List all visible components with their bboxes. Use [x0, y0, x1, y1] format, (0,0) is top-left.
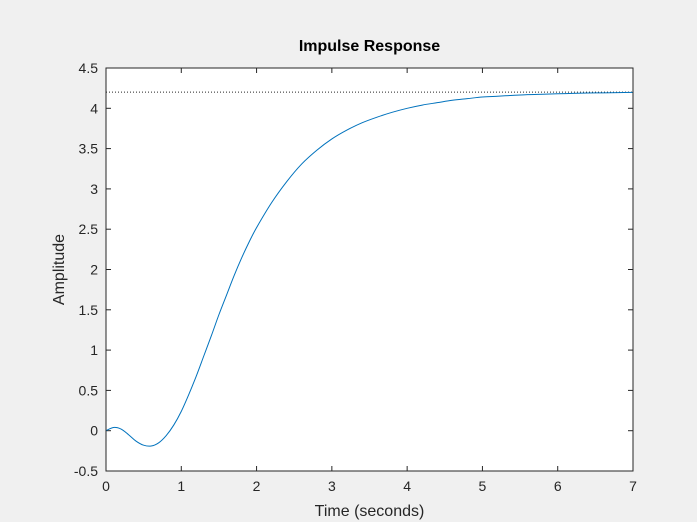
y-tick-label: 0.5 [79, 382, 99, 398]
x-tick-label: 5 [479, 478, 487, 494]
x-tick-label: 4 [403, 478, 411, 494]
series-line-impulse [105, 91, 634, 447]
x-tick-label: 0 [102, 478, 110, 494]
y-tick-label: 1.5 [79, 302, 99, 318]
chart-title: Impulse Response [299, 38, 440, 55]
x-tick-label: 1 [177, 478, 185, 494]
x-axis-label: Time (seconds) [315, 503, 425, 520]
axes-frame [105, 67, 634, 472]
y-tick-label: 2 [90, 262, 98, 278]
y-tick-label: 1 [90, 342, 98, 358]
plot-area [106, 68, 633, 471]
y-tick-label: 4.5 [79, 60, 99, 76]
y-tick-label: 0 [90, 423, 98, 439]
y-axis-label: Amplitude [51, 234, 68, 305]
x-tick-label: 6 [554, 478, 562, 494]
y-tick-label: 2.5 [79, 221, 99, 237]
y-tick-label: 3.5 [79, 141, 99, 157]
y-tick-label: 3 [90, 181, 98, 197]
y-tick-label: -0.5 [74, 463, 98, 479]
y-tick-label: 4 [90, 100, 98, 116]
x-tick-label: 2 [253, 478, 261, 494]
x-tick-label: 3 [328, 478, 336, 494]
x-tick-label: 7 [629, 478, 637, 494]
